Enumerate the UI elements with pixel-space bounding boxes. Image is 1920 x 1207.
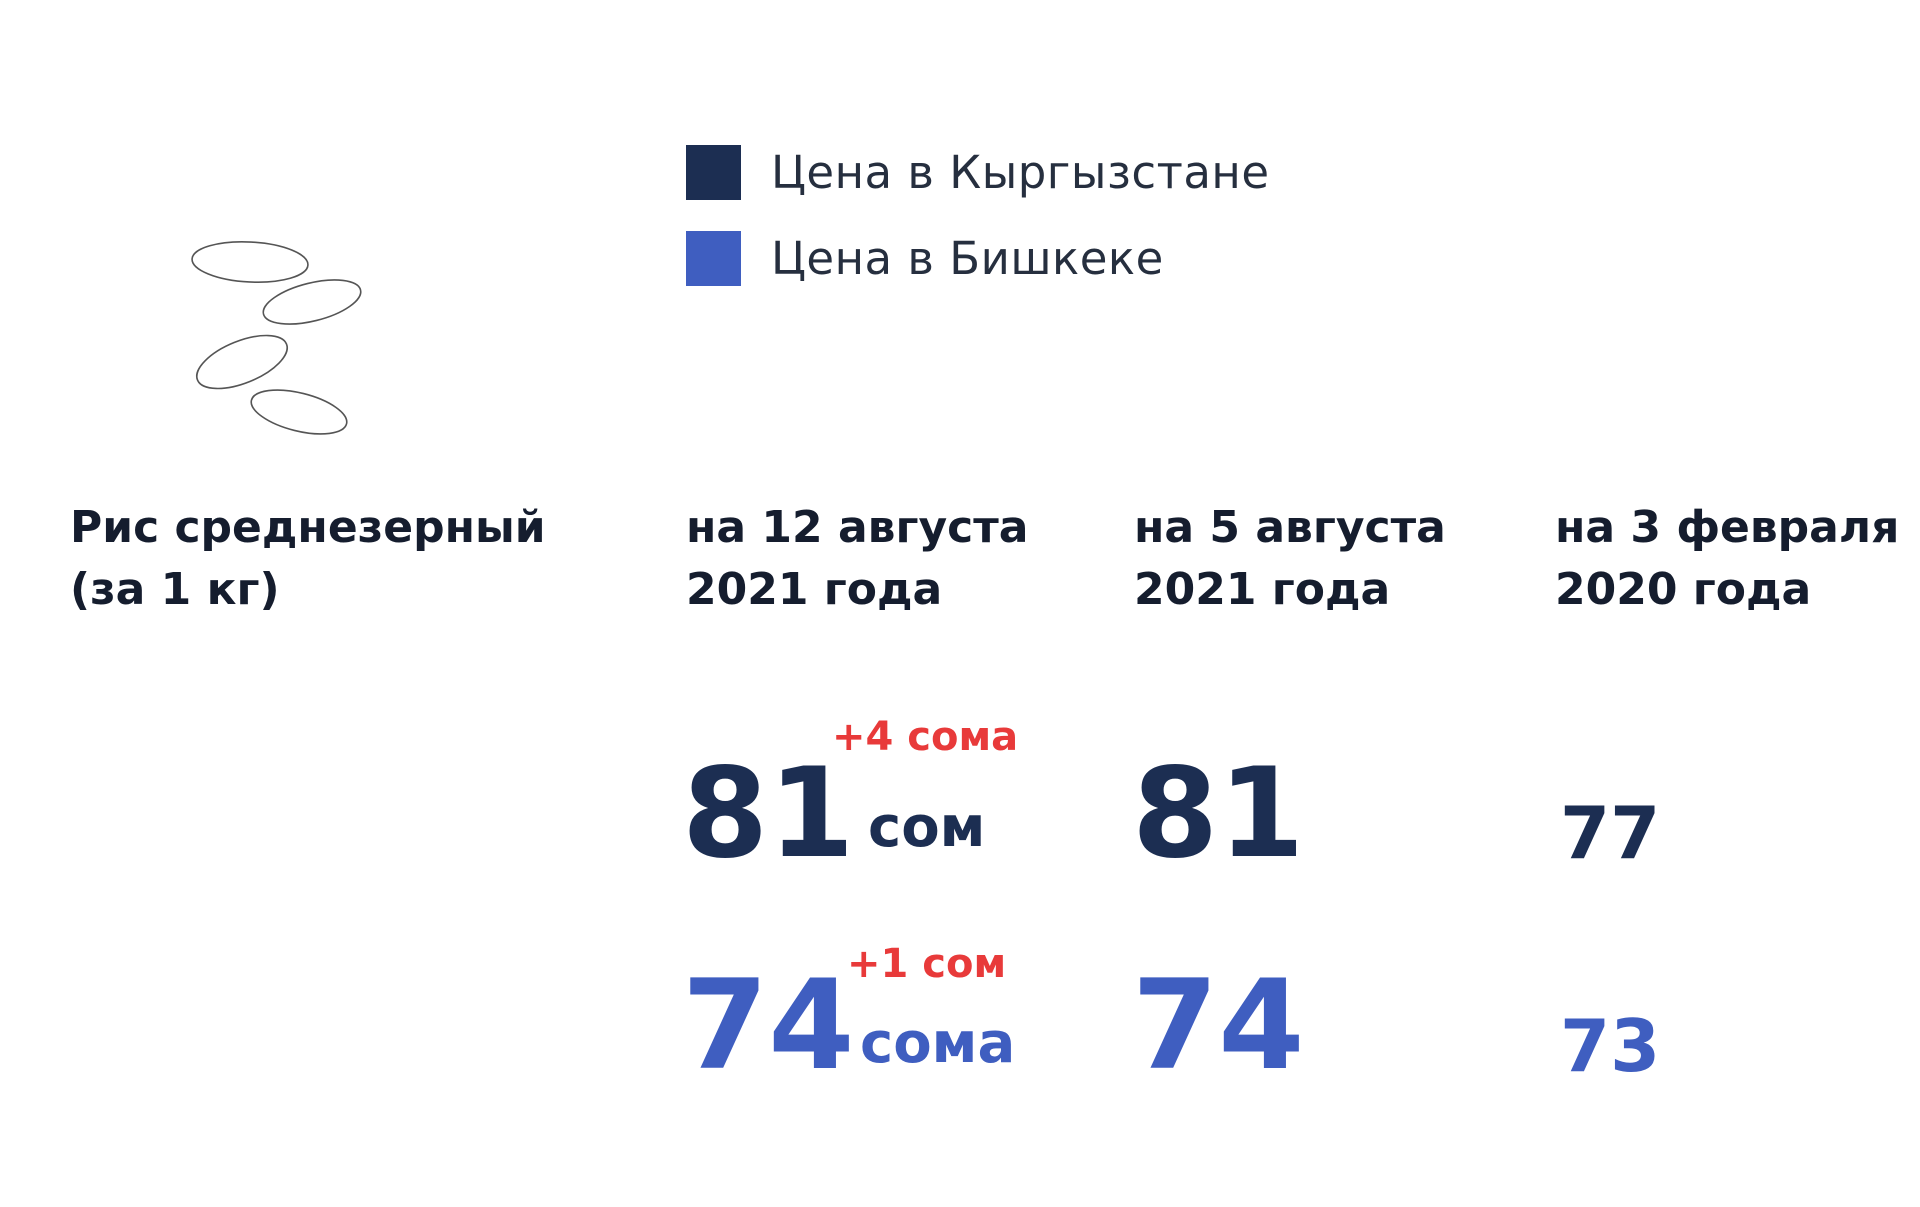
product-name: Рис среднезерный [70, 502, 546, 553]
bishkek-value-aug5: 74 [1132, 954, 1305, 1098]
legend-swatch-kyrgyzstan [686, 144, 741, 200]
rice-grains-icon [191, 240, 362, 435]
column-heading-aug12-date: на 12 августа [686, 502, 1029, 553]
kyrgyzstan-value-feb3: 77 [1560, 791, 1661, 875]
bishkek-value-feb3: 73 [1560, 1004, 1661, 1088]
column-heading-aug12-year: 2021 года [686, 564, 943, 615]
column-heading-aug5-year: 2021 года [1134, 564, 1391, 615]
column-heading-aug5: на 5 августа 2021 года [1134, 497, 1446, 621]
column-heading-aug5-date: на 5 августа [1134, 502, 1446, 553]
kyrgyzstan-value-aug5: 81 [1132, 742, 1305, 886]
product-heading: Рис среднезерный (за 1 кг) [70, 497, 546, 621]
column-heading-feb3-date: на 3 февраля [1555, 502, 1900, 553]
product-unit: (за 1 кг) [70, 564, 280, 615]
legend-swatch-bishkek [686, 230, 741, 286]
column-heading-aug12: на 12 августа 2021 года [686, 497, 1028, 621]
legend-label-kyrgyzstan: Цена в Кыргызстане [771, 145, 1270, 199]
legend-item-kyrgyzstan: Цена в Кыргызстане [686, 144, 1270, 200]
legend-label-bishkek: Цена в Бишкеке [771, 231, 1164, 285]
legend-item-bishkek: Цена в Бишкеке [686, 230, 1164, 286]
column-heading-feb3: на 3 февраля 2020 года [1555, 497, 1899, 621]
bishkek-unit: сома [860, 1011, 1016, 1076]
bishkek-change: +1 сом [847, 941, 1007, 987]
kyrgyzstan-value-aug12: 81 [682, 742, 855, 886]
kyrgyzstan-change: +4 сома [832, 714, 1019, 760]
bishkek-value-aug12: 74 [682, 954, 855, 1098]
kyrgyzstan-unit: сом [868, 795, 986, 860]
column-heading-feb3-year: 2020 года [1555, 564, 1812, 615]
